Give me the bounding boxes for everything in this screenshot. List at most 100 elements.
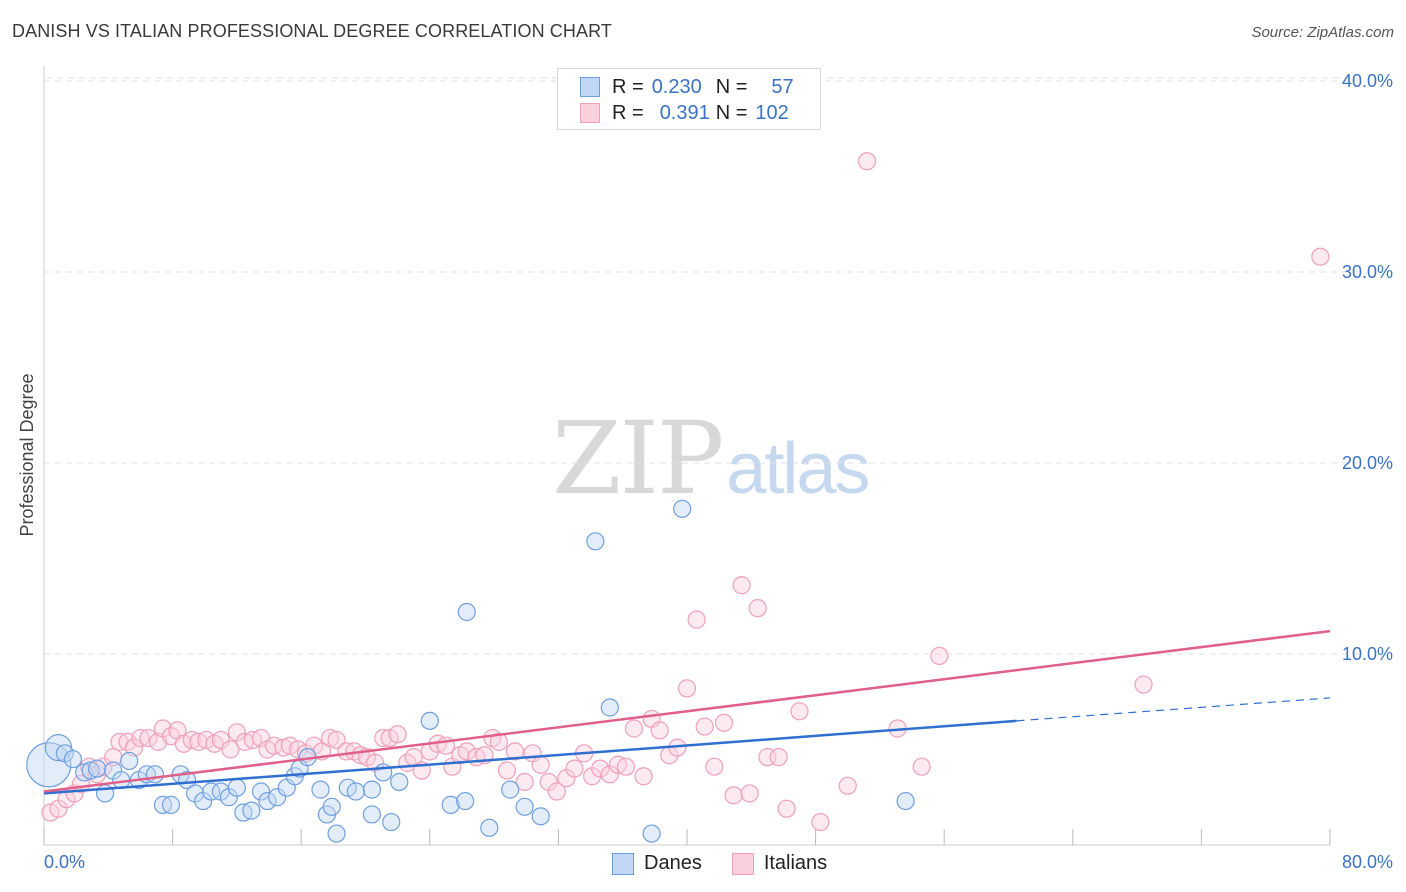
legend-row-danes: R = 0.230 N = 57 bbox=[580, 74, 794, 100]
italians-point-99 bbox=[930, 646, 949, 666]
italians-point-46 bbox=[388, 725, 407, 744]
danes-points bbox=[26, 499, 915, 843]
danes-point-50 bbox=[515, 797, 534, 816]
danes-point-56 bbox=[896, 791, 915, 811]
danes-point-3 bbox=[63, 749, 83, 769]
danes-point-28 bbox=[267, 788, 287, 807]
danes-point-23 bbox=[227, 778, 246, 797]
italians-point-68 bbox=[565, 759, 584, 778]
danes-point-40 bbox=[362, 805, 382, 824]
italians-point-78 bbox=[650, 721, 669, 740]
danes-legend-label: Danes bbox=[644, 852, 702, 874]
italians-r-label: R = bbox=[612, 101, 644, 124]
italians-point-55 bbox=[457, 742, 476, 761]
italians-point-64 bbox=[531, 755, 550, 774]
italians-point-66 bbox=[547, 782, 566, 801]
italians-point-71 bbox=[591, 759, 610, 778]
grid-lines bbox=[44, 77, 1360, 655]
series-legend: Danes Italians bbox=[612, 852, 857, 875]
y-axis-label: Professional Degree bbox=[17, 373, 37, 536]
danes-swatch bbox=[580, 77, 600, 97]
axis-labels: 10.0% 20.0% 30.0% 40.0% 0.0% 80.0% Professiona… bbox=[17, 71, 1393, 872]
danes-point-5 bbox=[81, 761, 100, 780]
italians-point-62 bbox=[515, 772, 534, 792]
danes-point-45 bbox=[441, 795, 460, 814]
italians-point-87 bbox=[732, 576, 751, 595]
danes-point-52 bbox=[586, 532, 605, 551]
italians-point-101 bbox=[1311, 247, 1330, 266]
italians-point-75 bbox=[624, 719, 644, 738]
danes-point-43 bbox=[390, 772, 409, 792]
italians-point-92 bbox=[777, 799, 796, 818]
legend-item-danes[interactable]: Danes bbox=[612, 852, 702, 875]
y-tick-label-0: 10.0% bbox=[1342, 644, 1393, 664]
italians-point-83 bbox=[695, 717, 714, 736]
axes bbox=[43, 66, 1331, 846]
danes-point-15 bbox=[161, 795, 181, 814]
italians-point-84 bbox=[705, 757, 724, 776]
italians-point-31 bbox=[274, 738, 293, 757]
danes-point-27 bbox=[258, 791, 277, 811]
danes-point-13 bbox=[145, 765, 165, 784]
danes-point-35 bbox=[322, 797, 341, 816]
italians-swatch bbox=[580, 103, 600, 123]
x-tick-label-end: 80.0% bbox=[1342, 852, 1393, 872]
italians-point-96 bbox=[857, 152, 877, 171]
italians-point-94 bbox=[811, 812, 830, 832]
danes-point-10 bbox=[120, 751, 139, 771]
italians-point-74 bbox=[616, 757, 636, 776]
danes-trend-line bbox=[43, 719, 1017, 795]
danes-point-51 bbox=[531, 807, 550, 826]
danes-r-label: R = bbox=[612, 75, 644, 98]
watermark-zip: ZIP bbox=[552, 400, 724, 517]
trend-lines bbox=[43, 629, 1331, 795]
danes-point-26 bbox=[251, 782, 271, 801]
italians-point-24 bbox=[221, 740, 240, 759]
italians-point-76 bbox=[634, 767, 653, 786]
italians-point-89 bbox=[748, 599, 767, 618]
danes-point-53 bbox=[600, 698, 619, 717]
legend-item-italians[interactable]: Italians bbox=[731, 852, 828, 875]
watermark: ZIPatlas bbox=[552, 400, 870, 517]
italians-trend-line bbox=[43, 629, 1331, 793]
danes-point-33 bbox=[311, 780, 330, 799]
y-tick-label-1: 20.0% bbox=[1342, 453, 1393, 473]
italians-point-81 bbox=[677, 679, 697, 698]
italians-point-13 bbox=[139, 728, 158, 748]
correlation-legend: R = 0.230 N = 57 R = 0.391 N = 102 bbox=[557, 68, 821, 130]
danes-point-44 bbox=[420, 711, 439, 730]
danes-point-25 bbox=[242, 801, 261, 820]
chart-title: DANISH VS ITALIAN PROFESSIONAL DEGREE CO… bbox=[12, 21, 612, 41]
source-credit: Source: ZipAtlas.com bbox=[1251, 24, 1394, 41]
danes-point-39 bbox=[362, 780, 382, 799]
italians-n-value: 102 bbox=[755, 101, 789, 124]
danes-point-0 bbox=[26, 742, 72, 788]
danes-point-6 bbox=[87, 759, 107, 778]
watermark-atlas: atlas bbox=[726, 429, 870, 509]
italians-n-label: N = bbox=[715, 101, 748, 124]
italians-point-23 bbox=[211, 730, 230, 750]
italians-point-93 bbox=[790, 702, 809, 721]
y-tick-label-3: 40.0% bbox=[1342, 71, 1393, 91]
italians-legend-label: Italians bbox=[763, 852, 828, 874]
danes-point-38 bbox=[346, 782, 365, 801]
italians-point-19 bbox=[182, 730, 201, 750]
italians-legend-swatch bbox=[731, 852, 754, 875]
italians-point-37 bbox=[321, 728, 340, 748]
danes-point-54 bbox=[642, 824, 661, 843]
danes-point-46 bbox=[456, 791, 475, 811]
italians-point-60 bbox=[497, 761, 517, 780]
danes-point-49 bbox=[501, 780, 520, 799]
danes-point-20 bbox=[202, 782, 221, 801]
danes-point-48 bbox=[480, 818, 499, 837]
italians-point-91 bbox=[769, 748, 788, 767]
italians-r-value: 0.391 bbox=[659, 101, 710, 124]
legend-row-italians: R = 0.391 N = 102 bbox=[580, 100, 789, 126]
italians-point-100 bbox=[1134, 675, 1153, 694]
italians-point-95 bbox=[838, 776, 857, 795]
italians-point-98 bbox=[912, 757, 931, 776]
italians-points bbox=[41, 152, 1330, 832]
italians-point-86 bbox=[724, 786, 743, 805]
danes-n-value: 57 bbox=[771, 75, 794, 98]
